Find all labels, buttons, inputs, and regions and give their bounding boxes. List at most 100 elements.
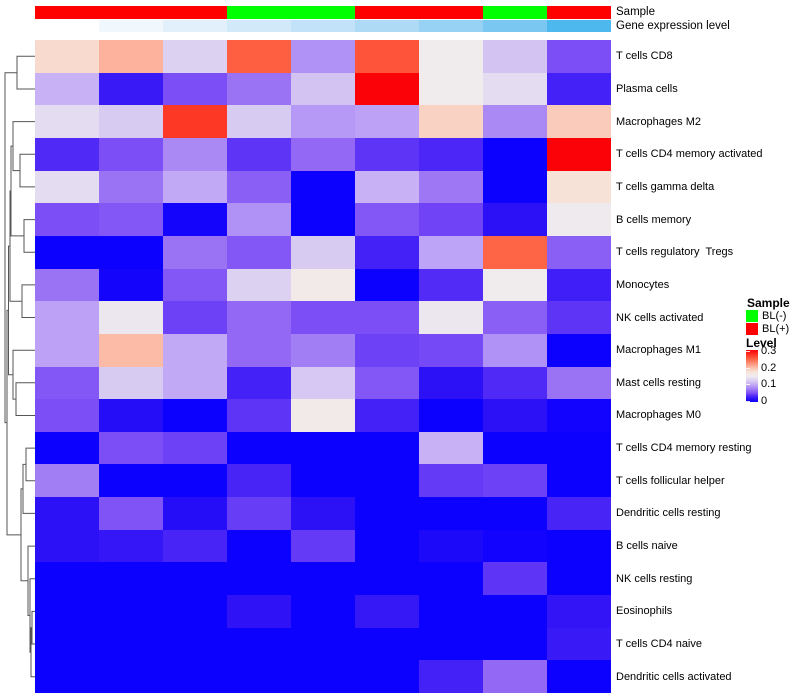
heatmap-cell	[483, 660, 547, 693]
heatmap-cell	[483, 595, 547, 628]
heatmap-cell	[419, 595, 483, 628]
heatmap-cell	[547, 73, 611, 105]
heatmap-cell	[483, 628, 547, 660]
heatmap-cell	[35, 562, 99, 595]
heatmap-cell	[99, 171, 163, 203]
heatmap-cell	[99, 660, 163, 693]
heatmap-cell	[163, 399, 227, 432]
legend-swatch-bl-pos	[746, 323, 758, 335]
heatmap-cell	[163, 236, 227, 269]
heatmap-cell	[483, 171, 547, 203]
heatmap-cell	[419, 171, 483, 203]
row-label: B cells naive	[616, 540, 678, 553]
heatmap-cell	[99, 595, 163, 628]
heatmap-cell	[355, 73, 419, 105]
heatmap-cell	[547, 464, 611, 497]
heatmap-cell	[163, 432, 227, 464]
heatmap-cell	[355, 628, 419, 660]
sample-annotation-cell	[35, 6, 99, 19]
heatmap-cell	[227, 236, 291, 269]
heatmap-cell	[227, 301, 291, 334]
heatmap-cell	[355, 367, 419, 399]
heatmap-cell	[547, 334, 611, 367]
heatmap-cell	[35, 595, 99, 628]
heatmap-cell	[291, 73, 355, 105]
heatmap-cell	[99, 236, 163, 269]
legend-tick-label: 0.3	[761, 345, 777, 357]
heatmap-cell	[483, 73, 547, 105]
row-label: T cells regulatory Tregs	[616, 246, 734, 259]
heatmap-cell	[99, 530, 163, 562]
heatmap-cell	[35, 660, 99, 693]
heatmap-cell	[419, 497, 483, 530]
row-label: Plasma cells	[616, 82, 678, 95]
heatmap-cell	[419, 530, 483, 562]
heatmap-cell	[35, 497, 99, 530]
heatmap-cell	[163, 530, 227, 562]
heatmap-cell	[291, 269, 355, 301]
heatmap-cell	[419, 399, 483, 432]
row-label: B cells memory	[616, 213, 692, 226]
heatmap-cell	[227, 464, 291, 497]
gene-expression-annotation-cell	[291, 20, 355, 32]
heatmap-cell	[419, 40, 483, 73]
gene-annotation-label: Gene expression level	[616, 20, 730, 32]
heatmap-cell	[355, 530, 419, 562]
heatmap-cell	[291, 464, 355, 497]
heatmap-cell	[227, 399, 291, 432]
heatmap-cell	[483, 138, 547, 171]
heatmap-cell	[483, 464, 547, 497]
heatmap-cell	[547, 497, 611, 530]
heatmap-cell	[483, 334, 547, 367]
heatmap-cell	[163, 628, 227, 660]
heatmap-cell	[419, 464, 483, 497]
legend-item-bl-pos: BL(+)	[762, 323, 790, 335]
heatmap-cell	[547, 595, 611, 628]
heatmap-cell	[547, 562, 611, 595]
heatmap-cell	[355, 301, 419, 334]
gene-expression-annotation-cell	[355, 20, 419, 32]
heatmap-cell	[355, 399, 419, 432]
heatmap-cell	[355, 464, 419, 497]
heatmap-cell	[163, 138, 227, 171]
heatmap-cell	[99, 367, 163, 399]
legend-item-bl-neg: BL(-)	[762, 310, 787, 322]
heatmap-cell	[291, 595, 355, 628]
heatmap-cell	[547, 236, 611, 269]
heatmap-cell	[547, 660, 611, 693]
heatmap-cell	[163, 203, 227, 236]
heatmap-cell	[419, 334, 483, 367]
heatmap-cell	[227, 203, 291, 236]
heatmap-cell	[547, 530, 611, 562]
heatmap-cell	[483, 269, 547, 301]
heatmap-cell	[547, 269, 611, 301]
heatmap-cell	[99, 628, 163, 660]
heatmap-cell	[99, 464, 163, 497]
heatmap-cell	[227, 269, 291, 301]
gene-expression-annotation-cell	[163, 20, 227, 32]
row-label: Eosinophils	[616, 605, 673, 618]
legend-sample-title: Sample	[747, 296, 790, 310]
heatmap-cell	[483, 203, 547, 236]
heatmap-cell	[35, 367, 99, 399]
sample-annotation-cell	[419, 6, 483, 19]
heatmap-cell	[227, 138, 291, 171]
heatmap-cell	[291, 203, 355, 236]
heatmap-cell	[163, 595, 227, 628]
heatmap-cell	[483, 367, 547, 399]
heatmap-cell	[35, 138, 99, 171]
legend-swatch-bl-neg	[746, 310, 758, 322]
heatmap-cell	[35, 40, 99, 73]
heatmap-cell	[483, 399, 547, 432]
heatmap-cell	[419, 301, 483, 334]
gene-expression-annotation-cell	[483, 20, 547, 32]
level-colorbar	[746, 350, 758, 402]
heatmap-cell	[227, 40, 291, 73]
heatmap-cell	[99, 269, 163, 301]
heatmap-cell	[227, 334, 291, 367]
heatmap-cell	[419, 628, 483, 660]
row-label: T cells CD4 naive	[616, 638, 702, 651]
heatmap-cell	[163, 73, 227, 105]
heatmap-cell	[291, 301, 355, 334]
heatmap-cell	[419, 562, 483, 595]
